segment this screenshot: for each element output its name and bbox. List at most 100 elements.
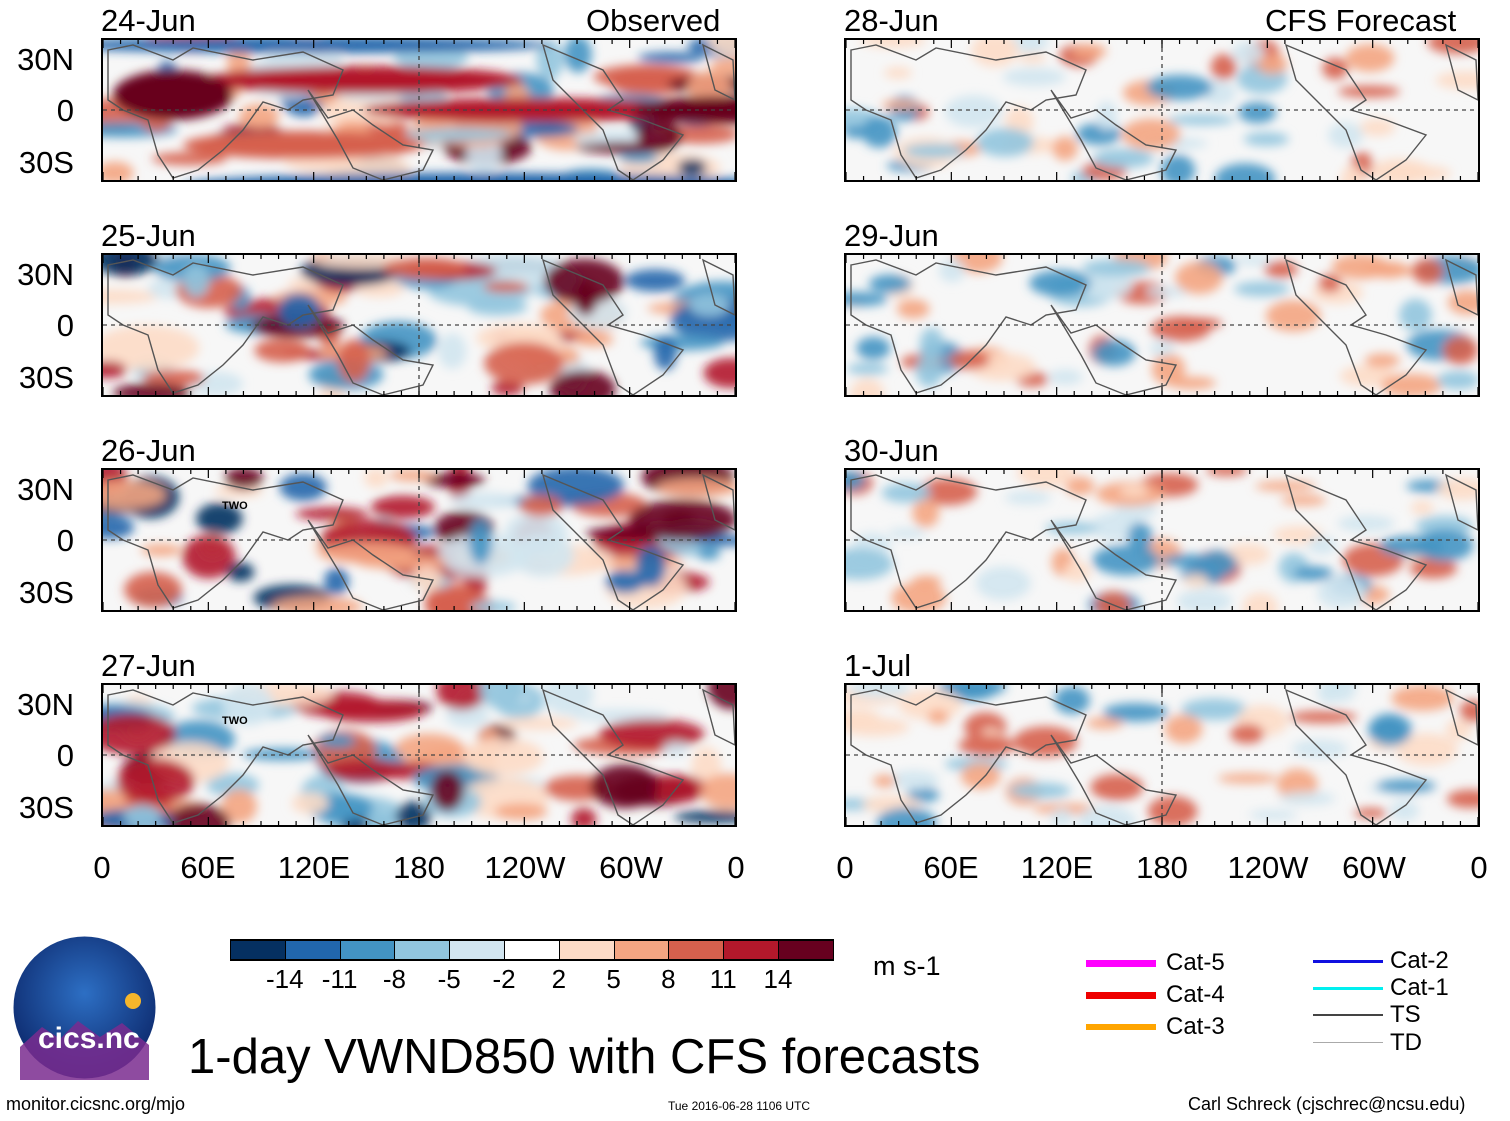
colorbar-tick: 8 <box>661 964 676 994</box>
panel-date: 30-Jun <box>844 433 939 468</box>
y-tick: 30S <box>18 145 74 180</box>
y-tick: 30N <box>17 257 74 292</box>
legend-swatch-cat3 <box>1086 1024 1156 1030</box>
x-tick: 0 <box>836 850 854 885</box>
main-title: 1-day VWND850 with CFS forecasts <box>188 1030 981 1084</box>
colorbar-swatch <box>230 939 286 961</box>
y-tick: 30S <box>18 360 74 395</box>
y-tick: 30N <box>17 42 74 77</box>
wind-field <box>103 40 735 180</box>
wind-field <box>846 40 1478 180</box>
y-tick: 30S <box>18 790 74 825</box>
x-tick: 0 <box>1470 850 1488 885</box>
y-tick: 0 <box>56 738 74 773</box>
colorbar-tick: -2 <box>492 964 516 994</box>
y-tick: 0 <box>56 308 74 343</box>
y-tick: 0 <box>56 93 74 128</box>
storm-label: TWO <box>222 715 248 727</box>
map-panel <box>101 468 737 612</box>
panel-date: 28-Jun <box>844 3 939 38</box>
legend-swatch-ts <box>1313 1014 1383 1016</box>
colorbar-tick: 2 <box>551 964 567 994</box>
storm-label: TWO <box>222 500 248 512</box>
colorbar-swatch <box>723 939 779 961</box>
y-tick: 0 <box>56 523 74 558</box>
x-tick: 120E <box>1020 850 1094 885</box>
legend-swatch-td <box>1313 1042 1383 1043</box>
x-tick: 0 <box>727 850 745 885</box>
colorbar-swatch <box>504 939 560 961</box>
colorbar-tick: 14 <box>763 964 793 994</box>
colorbar-units: m s-1 <box>873 951 941 981</box>
panel-date: 1-Jul <box>844 648 912 683</box>
legend-label: Cat-2 <box>1390 947 1449 974</box>
y-tick: 30N <box>17 472 74 507</box>
coastlines <box>107 688 735 825</box>
legend-swatch-cat2 <box>1313 960 1383 963</box>
panel-date: 29-Jun <box>844 218 939 253</box>
map-panel <box>844 38 1480 182</box>
x-tick: 180 <box>1136 850 1188 885</box>
wind-field <box>846 470 1478 610</box>
coastlines <box>107 473 735 610</box>
map-panel <box>844 468 1480 612</box>
footer-credit: Carl Schreck (cjschrec@ncsu.edu) <box>1188 1094 1466 1114</box>
map-panel <box>101 38 737 182</box>
wind-field <box>103 685 735 825</box>
colorbar-swatch <box>668 939 725 961</box>
legend-label: Cat-1 <box>1390 974 1449 1001</box>
x-tick: 60E <box>180 850 236 885</box>
coastlines <box>850 473 1478 610</box>
x-tick: 60W <box>599 850 663 885</box>
colorbar-tick: -14 <box>266 964 304 994</box>
colorbar-tick: 11 <box>709 964 737 994</box>
y-tick: 30S <box>18 575 74 610</box>
panel-source-label: CFS Forecast <box>1265 3 1457 38</box>
colorbar-swatch <box>394 939 451 961</box>
legend-label: TS <box>1390 1001 1421 1028</box>
x-tick: 0 <box>93 850 111 885</box>
panel-date: 27-Jun <box>101 648 196 683</box>
legend-label: Cat-3 <box>1166 1013 1225 1040</box>
coastlines <box>850 258 1478 395</box>
colorbar-tick: -5 <box>437 964 461 994</box>
colorbar-swatch <box>778 939 834 961</box>
map-panel <box>101 683 737 827</box>
logo-text: cics.nc <box>38 1022 140 1055</box>
map-panel <box>101 253 737 397</box>
map-panel <box>844 683 1480 827</box>
x-tick: 120E <box>277 850 351 885</box>
panel-date: 26-Jun <box>101 433 196 468</box>
colorbar-swatch <box>613 939 670 961</box>
colorbar-tick: -11 <box>321 964 358 994</box>
legend-label: Cat-5 <box>1166 949 1225 976</box>
coastlines <box>107 43 735 180</box>
wind-field <box>846 685 1478 825</box>
panel-date: 25-Jun <box>101 218 196 253</box>
colorbar-tick: 5 <box>606 964 621 994</box>
map-panel <box>844 253 1480 397</box>
y-tick: 30N <box>17 687 74 722</box>
colorbar-swatch <box>449 939 505 961</box>
x-tick: 60E <box>923 850 979 885</box>
coastlines <box>850 43 1478 180</box>
legend-swatch-cat1 <box>1313 987 1383 990</box>
x-tick: 60W <box>1342 850 1406 885</box>
wind-field <box>103 470 735 610</box>
legend-swatch-cat4 <box>1086 992 1156 999</box>
colorbar-swatch <box>284 939 341 961</box>
x-tick: 180 <box>393 850 445 885</box>
legend-label: Cat-4 <box>1166 981 1225 1008</box>
colorbar-swatch <box>339 939 396 961</box>
wind-field <box>103 255 735 395</box>
wind-field <box>846 255 1478 395</box>
coastlines <box>107 258 735 395</box>
legend-swatch-cat5 <box>1086 960 1156 967</box>
panel-source-label: Observed <box>586 3 721 38</box>
cicsnc-logo: cics.nc <box>12 935 157 1080</box>
panel-date: 24-Jun <box>101 3 196 38</box>
legend-label: TD <box>1390 1029 1422 1056</box>
colorbar-tick: -8 <box>382 964 406 994</box>
footer-url[interactable]: monitor.cicsnc.org/mjo <box>6 1094 186 1114</box>
footer-timestamp: Tue 2016-06-28 1106 UTC <box>668 1099 811 1113</box>
